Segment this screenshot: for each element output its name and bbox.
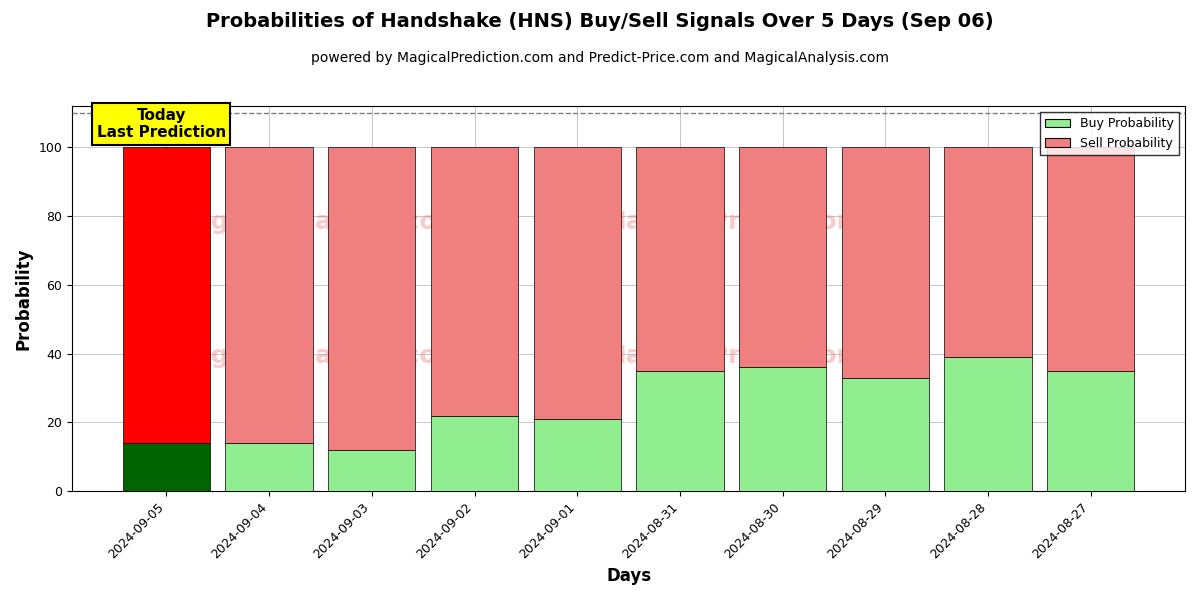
Bar: [226, 147, 313, 443]
Y-axis label: Probability: Probability: [16, 247, 34, 350]
X-axis label: Days: Days: [606, 567, 652, 585]
Bar: [122, 443, 210, 491]
Bar: [328, 147, 415, 450]
Bar: [841, 147, 929, 378]
Bar: [944, 357, 1032, 491]
Bar: [944, 147, 1032, 357]
Bar: [636, 371, 724, 491]
Bar: [739, 367, 827, 491]
Bar: [534, 419, 620, 491]
Bar: [636, 147, 724, 371]
Text: Today
Last Prediction: Today Last Prediction: [97, 108, 226, 140]
Bar: [122, 147, 210, 443]
Bar: [841, 378, 929, 491]
Bar: [1048, 147, 1134, 371]
Bar: [328, 450, 415, 491]
Bar: [431, 147, 518, 416]
Text: powered by MagicalPrediction.com and Predict-Price.com and MagicalAnalysis.com: powered by MagicalPrediction.com and Pre…: [311, 51, 889, 65]
Bar: [226, 443, 313, 491]
Bar: [534, 147, 620, 419]
Text: Probabilities of Handshake (HNS) Buy/Sell Signals Over 5 Days (Sep 06): Probabilities of Handshake (HNS) Buy/Sel…: [206, 12, 994, 31]
Text: MagicalAnalysis.com: MagicalAnalysis.com: [170, 344, 464, 368]
Bar: [739, 147, 827, 367]
Bar: [1048, 371, 1134, 491]
Bar: [431, 416, 518, 491]
Text: MagicalAnalysis.com: MagicalAnalysis.com: [170, 209, 464, 233]
Legend: Buy Probability, Sell Probability: Buy Probability, Sell Probability: [1040, 112, 1178, 155]
Text: MagicalPrediction.com: MagicalPrediction.com: [601, 344, 923, 368]
Text: MagicalPrediction.com: MagicalPrediction.com: [601, 209, 923, 233]
